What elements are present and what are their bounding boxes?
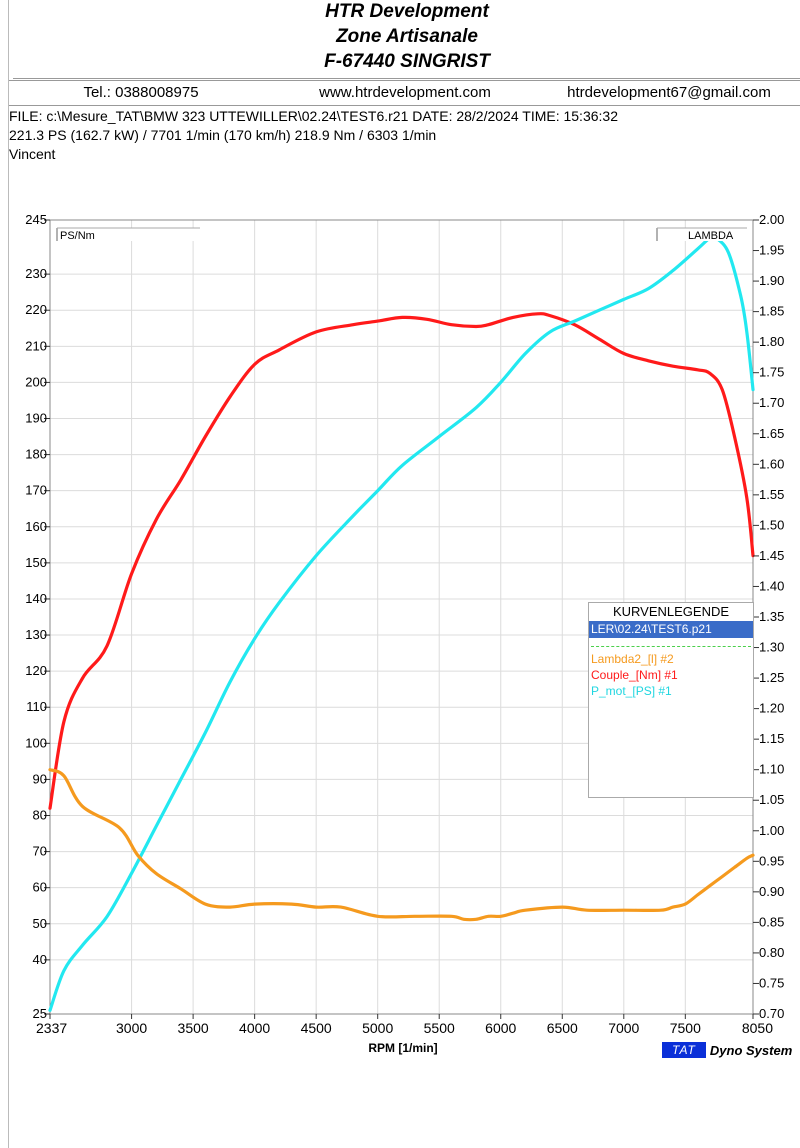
tat-logo: TAT bbox=[662, 1042, 706, 1058]
y-left-tick-label: 80 bbox=[33, 808, 47, 823]
legend-title: KURVENLEGENDE bbox=[612, 604, 730, 619]
y-right-tick-label: 1.80 bbox=[759, 334, 784, 349]
x-tick-label: 4000 bbox=[239, 1020, 270, 1036]
x-axis: 2337 3000 3500 4000 4500 5000 5500 6000 6500 7000… bbox=[36, 1014, 773, 1036]
y-left-tick-label: 40 bbox=[33, 952, 47, 967]
y-right-label: LAMBDA bbox=[688, 230, 734, 242]
y-left-tick-label: 190 bbox=[25, 411, 47, 426]
y-right-tick-label: 1.35 bbox=[759, 609, 784, 624]
y-left-tick-label: 160 bbox=[25, 519, 47, 534]
website-text: www.htrdevelopment.com bbox=[319, 84, 491, 101]
y-left-tick-label: 50 bbox=[33, 916, 47, 931]
y-left-tick-label: 25 bbox=[33, 1006, 47, 1021]
x-tick-label: 5000 bbox=[362, 1020, 393, 1036]
y-right-tick-label: 1.65 bbox=[759, 426, 784, 441]
x-tick-label: 4500 bbox=[301, 1020, 332, 1036]
y-left-tick-label: 100 bbox=[25, 735, 47, 750]
x-tick-label: 8050 bbox=[742, 1020, 773, 1036]
y-right-tick-label: 1.60 bbox=[759, 456, 784, 471]
y-right-tick-label: 1.95 bbox=[759, 243, 784, 258]
y-right-tick-label: 0.85 bbox=[759, 914, 784, 929]
y-left-tick-label: 230 bbox=[25, 266, 47, 281]
y-axis-right: 0.70 0.75 0.80 0.85 0.90 0.95 1.00 1.05 1.10 1.15… bbox=[753, 212, 784, 1021]
y-right-tick-label: 1.75 bbox=[759, 365, 784, 380]
y-right-tick-label: 1.45 bbox=[759, 548, 784, 563]
x-tick-label: 6000 bbox=[485, 1020, 516, 1036]
y-right-tick-label: 1.90 bbox=[759, 273, 784, 288]
y-left-tick-label: 130 bbox=[25, 627, 47, 642]
y-right-tick-label: 1.00 bbox=[759, 823, 784, 838]
y-right-tick-label: 1.70 bbox=[759, 395, 784, 410]
y-right-tick-label: 1.55 bbox=[759, 487, 784, 502]
company-city-line: F-67440 SINGRIST bbox=[324, 51, 490, 72]
y-right-tick-label: 1.25 bbox=[759, 670, 784, 685]
y-left-tick-label: 180 bbox=[25, 447, 47, 462]
x-tick-label: 2337 bbox=[36, 1020, 67, 1036]
legend-selected-file[interactable]: LER\02.24\TEST6.p21 bbox=[589, 621, 753, 638]
y-left-tick-label: 210 bbox=[25, 338, 47, 353]
y-right-tick-label: 1.20 bbox=[759, 701, 784, 716]
y-right-tick-label: 0.70 bbox=[759, 1006, 784, 1021]
y-left-tick-label: 70 bbox=[33, 844, 47, 859]
y-left-tick-label: 220 bbox=[25, 302, 47, 317]
y-right-tick-label: 1.30 bbox=[759, 640, 784, 655]
y-left-tick-label: 150 bbox=[25, 555, 47, 570]
y-right-tick-label: 1.15 bbox=[759, 731, 784, 746]
email-text: htrdevelopment67@gmail.com bbox=[567, 84, 771, 101]
y-right-tick-label: 0.80 bbox=[759, 945, 784, 960]
lambda-curve bbox=[48, 768, 755, 922]
y-right-tick-label: 1.40 bbox=[759, 578, 784, 593]
x-tick-label: 3500 bbox=[178, 1020, 209, 1036]
legend-item-power[interactable]: P_mot_[PS] #1 bbox=[591, 684, 672, 698]
company-address-line: Zone Artisanale bbox=[336, 26, 478, 47]
legend-item-lambda[interactable]: Lambda2_[l] #2 bbox=[591, 652, 674, 666]
x-axis-label: RPM [1/min] bbox=[368, 1041, 437, 1055]
x-tick-label: 3000 bbox=[116, 1020, 147, 1036]
file-info-line: FILE: c:\Mesure_TAT\BMW 323 UTTEWILLER\0… bbox=[9, 108, 618, 124]
y-axis-left: 25 40 50 60 70 80 90 100 110 120 130 140 150 160 170 18… bbox=[25, 212, 50, 1021]
company-header: HTR Development Zone Artisanale F-67440 … bbox=[13, 0, 800, 79]
y-right-tick-label: 1.50 bbox=[759, 517, 784, 532]
dyno-system-logo: TAT Dyno System bbox=[662, 1041, 792, 1059]
right-axis-label-box bbox=[657, 228, 747, 241]
x-tick-label: 7000 bbox=[608, 1020, 639, 1036]
y-left-tick-label: 245 bbox=[25, 212, 47, 227]
y-left-tick-label: 90 bbox=[33, 771, 47, 786]
x-tick-label: 5500 bbox=[424, 1020, 455, 1036]
y-right-tick-label: 1.85 bbox=[759, 304, 784, 319]
report-page: HTR Development Zone Artisanale F-67440 … bbox=[8, 0, 800, 1148]
contact-bar: Tel.: 0388008975 www.htrdevelopment.com … bbox=[9, 80, 800, 106]
x-tick-label: 7500 bbox=[670, 1020, 701, 1036]
y-left-tick-label: 120 bbox=[25, 663, 47, 678]
y-left-tick-label: 140 bbox=[25, 591, 47, 606]
phone-text: Tel.: 0388008975 bbox=[83, 84, 199, 101]
x-tick-label: 6500 bbox=[547, 1020, 578, 1036]
result-summary-line: 221.3 PS (162.7 kW) / 7701 1/min (170 km… bbox=[9, 127, 437, 143]
y-right-tick-label: 1.05 bbox=[759, 792, 784, 807]
y-left-label: PS/Nm bbox=[60, 230, 95, 242]
left-axis-label-box bbox=[57, 228, 202, 241]
operator-name: Vincent bbox=[9, 146, 56, 162]
legend-separator bbox=[591, 646, 751, 651]
y-right-tick-label: 0.75 bbox=[759, 975, 784, 990]
company-name: HTR Development bbox=[325, 1, 489, 22]
test-info: FILE: c:\Mesure_TAT\BMW 323 UTTEWILLER\0… bbox=[9, 107, 618, 164]
y-left-tick-label: 110 bbox=[26, 699, 47, 714]
y-right-tick-label: 0.90 bbox=[759, 884, 784, 899]
y-right-tick-label: 2.00 bbox=[759, 212, 784, 227]
y-right-tick-label: 1.10 bbox=[759, 762, 784, 777]
torque-curve bbox=[48, 312, 755, 810]
dyno-system-text: Dyno System bbox=[709, 1042, 793, 1058]
y-left-tick-label: 60 bbox=[33, 880, 47, 895]
curve-legend: KURVENLEGENDE LER\02.24\TEST6.p21 Lambda… bbox=[588, 602, 754, 798]
y-left-tick-label: 170 bbox=[25, 483, 47, 498]
y-left-tick-label: 200 bbox=[25, 374, 47, 389]
y-right-tick-label: 0.95 bbox=[759, 853, 784, 868]
legend-item-couple[interactable]: Couple_[Nm] #1 bbox=[591, 668, 678, 682]
